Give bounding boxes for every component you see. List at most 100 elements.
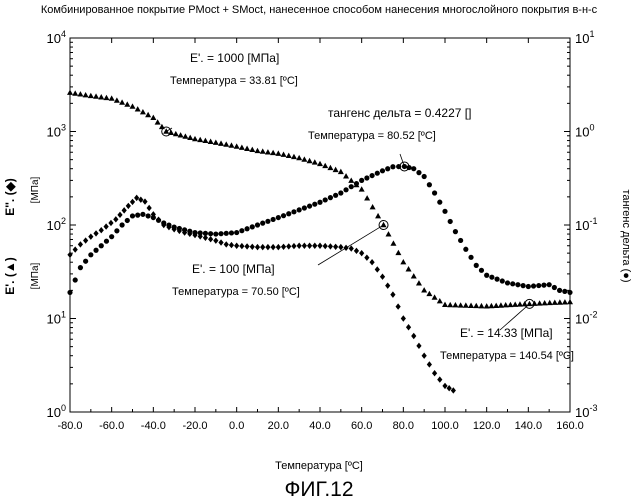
- data-point-triangle: [410, 273, 417, 279]
- x-tick-label: 80.0: [393, 420, 414, 432]
- data-point-circle: [551, 284, 557, 291]
- data-point-circle: [369, 172, 375, 179]
- data-point-circle: [155, 217, 162, 223]
- y-right-tick-label: 101: [575, 29, 594, 46]
- data-point-triangle: [113, 97, 120, 103]
- data-point-triangle: [536, 300, 543, 306]
- data-point-diamond: [223, 241, 229, 248]
- y-axis-left: 100 101 102 103 104: [47, 29, 76, 420]
- data-point-diamond: [103, 223, 109, 230]
- figure-caption: ФИГ.12: [284, 478, 353, 500]
- data-point-circle: [442, 208, 448, 214]
- data-point-circle: [385, 166, 391, 172]
- data-point-circle: [530, 283, 537, 289]
- annotation-text: Температура = 140.54 [ºC]: [440, 350, 574, 362]
- data-point-circle: [228, 230, 235, 236]
- data-point-circle: [244, 226, 250, 232]
- data-point-triangle: [67, 89, 73, 95]
- data-point-triangle: [551, 299, 558, 305]
- data-point-triangle: [546, 299, 553, 306]
- data-point-circle: [197, 230, 203, 236]
- data-point-diamond: [317, 242, 323, 249]
- data-point-diamond: [359, 249, 365, 257]
- data-point-triangle: [358, 186, 365, 192]
- data-point-triangle: [462, 302, 469, 308]
- data-point-triangle: [72, 90, 79, 96]
- data-point-diamond: [113, 216, 119, 223]
- series-circle: [67, 163, 573, 296]
- data-point-circle: [431, 190, 438, 196]
- data-point-triangle: [385, 231, 392, 237]
- data-point-circle: [114, 228, 120, 234]
- data-point-triangle: [82, 91, 89, 98]
- data-point-triangle: [395, 249, 402, 256]
- data-point-diamond: [306, 242, 313, 249]
- data-point-circle: [421, 173, 427, 180]
- data-point-triangle: [405, 266, 412, 272]
- data-point-circle: [416, 170, 422, 176]
- data-point-triangle: [280, 151, 287, 157]
- data-point-diamond: [134, 194, 140, 202]
- data-point-diamond: [138, 196, 144, 203]
- data-point-circle: [93, 247, 99, 253]
- data-point-circle: [208, 231, 214, 237]
- annotation-text: E'. = 14.33 [МПа]: [460, 326, 553, 340]
- data-point-circle: [306, 203, 313, 209]
- data-point-circle: [426, 182, 432, 188]
- y-left-tick-label: 103: [47, 123, 66, 140]
- data-point-circle: [364, 175, 370, 181]
- data-point-circle: [484, 272, 490, 278]
- data-point-triangle: [348, 177, 355, 183]
- y-right-tick-label: 10-3: [575, 403, 597, 420]
- data-point-diamond: [77, 241, 84, 248]
- annotation-text: E'. = 1000 [МПа]: [190, 51, 279, 65]
- data-point-diamond: [93, 230, 99, 237]
- data-point-circle: [166, 222, 172, 228]
- series-layer: [67, 89, 573, 394]
- annotation-marker: [399, 161, 410, 172]
- data-point-circle: [176, 225, 182, 232]
- data-point-triangle: [556, 299, 563, 305]
- data-point-diamond: [83, 237, 89, 244]
- data-point-triangle: [375, 212, 382, 219]
- data-point-circle: [249, 224, 255, 230]
- data-point-diamond: [385, 282, 391, 289]
- y-left-tick-label: 102: [47, 216, 66, 233]
- data-point-diamond: [108, 219, 114, 227]
- data-point-circle: [515, 282, 521, 288]
- data-point-triangle: [483, 303, 490, 309]
- annotation-layer: E'. = 1000 [МПа] Температура = 33.81 [ºC]…: [161, 51, 574, 362]
- x-tick-label: 20.0: [268, 420, 289, 432]
- data-point-circle: [109, 234, 115, 240]
- data-point-triangle: [541, 299, 548, 306]
- data-point-diamond: [234, 242, 240, 249]
- data-point-diamond: [125, 202, 131, 210]
- data-point-triangle: [244, 145, 251, 151]
- data-point-triangle: [108, 95, 115, 101]
- data-point-circle: [296, 207, 302, 213]
- data-point-circle: [161, 220, 167, 226]
- data-point-triangle: [301, 156, 308, 162]
- data-point-triangle: [259, 148, 266, 154]
- data-point-circle: [458, 237, 464, 244]
- data-point-triangle: [207, 138, 214, 144]
- data-point-diamond: [208, 236, 214, 243]
- data-point-triangle: [163, 128, 170, 134]
- data-point-triangle: [436, 298, 443, 304]
- data-point-triangle: [493, 302, 500, 308]
- data-point-circle: [260, 220, 266, 226]
- x-axis-label: Температура [ºC]: [275, 460, 363, 472]
- y-axis-unit-e2: [МПа]: [30, 176, 41, 203]
- data-point-circle: [83, 258, 89, 264]
- data-point-triangle: [249, 146, 256, 153]
- data-point-diamond: [426, 361, 432, 368]
- data-point-diamond: [121, 207, 127, 214]
- data-point-diamond: [364, 254, 370, 261]
- annotation-leader: [399, 153, 405, 167]
- data-point-triangle: [317, 160, 323, 167]
- data-point-diamond: [275, 243, 281, 251]
- data-point-circle: [254, 222, 261, 228]
- data-point-triangle: [431, 294, 438, 300]
- data-point-diamond: [312, 242, 318, 249]
